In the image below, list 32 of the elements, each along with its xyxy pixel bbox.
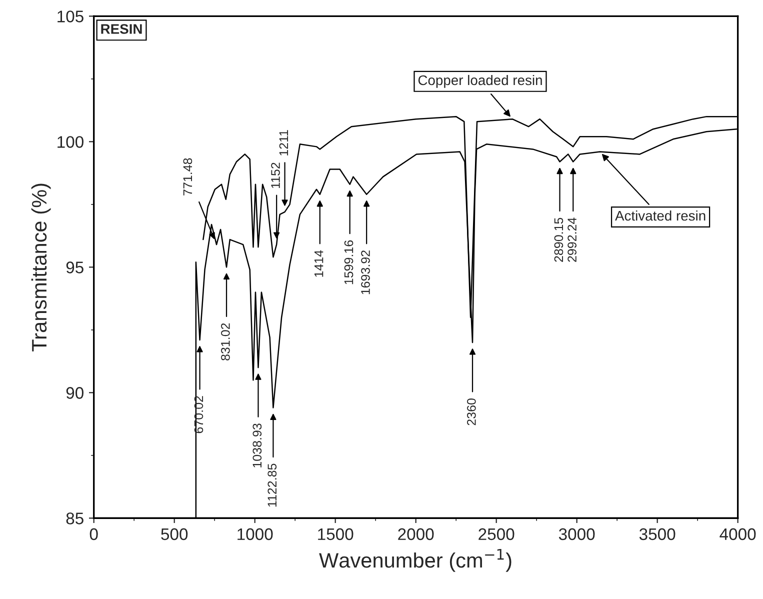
annotation: 1152 xyxy=(271,162,280,188)
annotation: 1122.85 xyxy=(268,464,277,507)
x-tick-label: 4000 xyxy=(720,528,756,540)
text: Activated resin xyxy=(615,210,706,221)
annotation: 670.02 xyxy=(194,396,204,434)
x-tick-label: 2500 xyxy=(478,528,514,540)
x-tick-label: 500 xyxy=(161,528,188,540)
annotation: 1038.93 xyxy=(252,424,262,468)
y-tick-label: 100 xyxy=(58,136,84,148)
x-tick-label: 3000 xyxy=(558,528,595,540)
y-tick-label: 90 xyxy=(66,387,84,399)
annotation: 2992.24 xyxy=(568,218,576,262)
annotation: 831.02 xyxy=(221,323,230,360)
y-axis-title: Transmittance (%) xyxy=(31,184,51,352)
annotation: 771.48 xyxy=(183,158,192,196)
y-tick-label: 85 xyxy=(66,512,84,524)
annotation: 2360 xyxy=(467,398,476,426)
annotation: RESIN xyxy=(101,24,142,34)
x-tick-label: 0 xyxy=(90,528,98,540)
x-axis-title: Wavenumber (cm$^{−1}$) xyxy=(319,548,512,572)
y-tick-label: 95 xyxy=(66,262,84,274)
x-tick-label: 1500 xyxy=(318,528,354,540)
annotation: 1211 xyxy=(279,130,288,156)
x-tick-label: 1000 xyxy=(238,528,273,540)
annotation: 1414 xyxy=(314,250,324,277)
annotation: 1693.92 xyxy=(361,250,370,294)
x-tick-label: 2000 xyxy=(398,528,434,540)
y-tick-label: 105 xyxy=(58,10,84,22)
text: Copper loaded resin xyxy=(418,74,542,88)
annotation: 2890.15 xyxy=(554,218,564,262)
annotation: 1599.16 xyxy=(344,240,354,284)
x-tick-label: 3500 xyxy=(639,528,676,540)
